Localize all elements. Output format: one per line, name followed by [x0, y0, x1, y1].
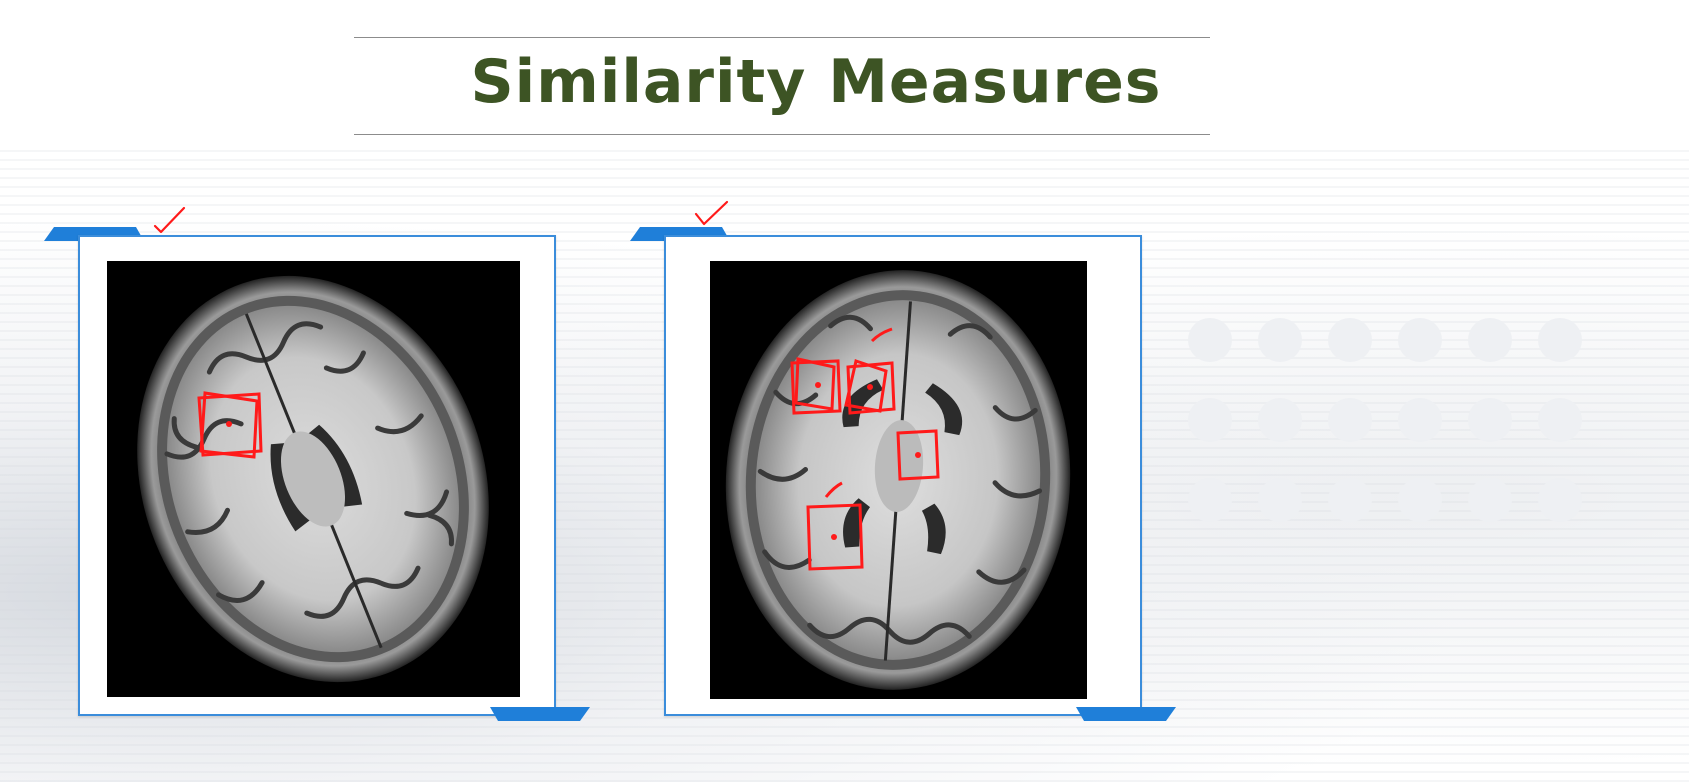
annotation-boxes [790, 327, 940, 571]
title-bottom-rule [354, 134, 1210, 135]
brain-mri-scan-left [107, 261, 520, 697]
panel-tab-bottom-right [1076, 707, 1176, 721]
annotation-box [197, 391, 263, 459]
background-dot-pattern [1188, 318, 1582, 522]
check-mark-icon [694, 200, 729, 226]
brain-mri-image [725, 270, 1071, 690]
panel-tab-bottom-right [490, 707, 590, 721]
title-top-rule [354, 37, 1210, 38]
check-mark-icon [153, 206, 186, 234]
image-frame-right [664, 235, 1142, 716]
slide-title: Similarity Measures [470, 47, 1162, 117]
brain-mri-scan-right [710, 261, 1087, 699]
image-frame-left [78, 235, 556, 716]
brain-mri-image [137, 275, 489, 683]
